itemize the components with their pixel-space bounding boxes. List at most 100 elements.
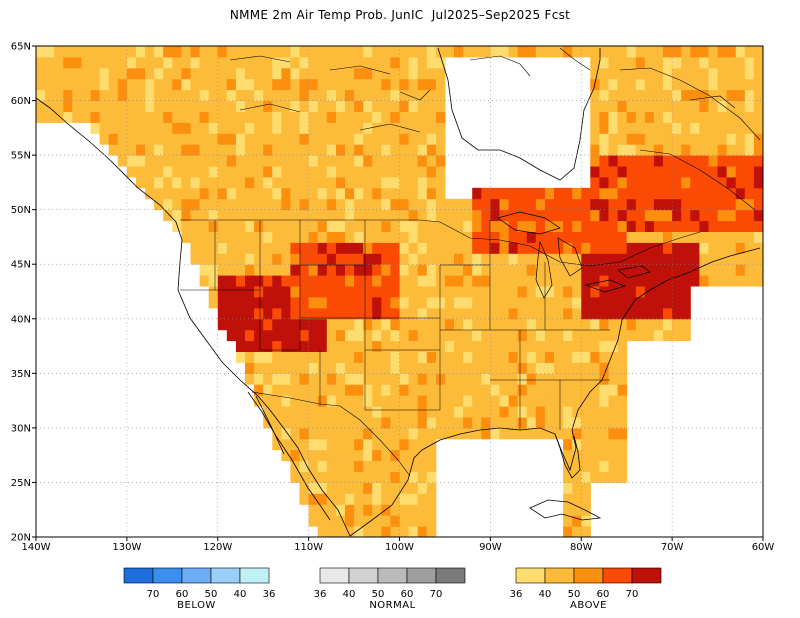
prob-cell (345, 155, 355, 167)
prob-cell (326, 449, 337, 462)
prob-cell (263, 166, 273, 178)
map-title: NMME 2m Air Temp Prob. JunIC Jul2025–Sep… (229, 8, 571, 22)
prob-cell (426, 155, 437, 167)
prob-cell (272, 89, 282, 101)
prob-cell (408, 340, 419, 352)
prob-cell (499, 220, 510, 232)
prob-cell (481, 264, 491, 276)
prob-cell (735, 275, 746, 287)
legend-swatch-above (515, 567, 546, 584)
prob-cell (381, 318, 391, 331)
prob-cell (372, 449, 382, 462)
prob-cell (508, 329, 519, 342)
prob-cell (381, 275, 391, 287)
prob-cell (581, 417, 591, 429)
legend-swatch-below (123, 567, 154, 584)
prob-cell (281, 46, 291, 58)
prob-cell (199, 264, 210, 276)
prob-cell (272, 100, 282, 112)
prob-cell (317, 253, 328, 265)
prob-cell (281, 438, 291, 451)
prob-cell (663, 100, 673, 112)
prob-cell (317, 307, 328, 320)
prob-cell (181, 56, 191, 69)
prob-cell (653, 111, 664, 123)
prob-cell (717, 155, 728, 167)
prob-cell (626, 56, 637, 69)
prob-cell (235, 111, 246, 123)
prob-cell (181, 78, 191, 91)
prob-cell (663, 78, 673, 91)
prob-cell (690, 100, 700, 112)
prob-cell (672, 329, 682, 342)
prob-cell (290, 395, 300, 407)
prob-cell (699, 264, 709, 276)
prob-cell (563, 253, 573, 265)
prob-cell (263, 89, 273, 101)
prob-cell (399, 417, 410, 429)
prob-cell (426, 209, 437, 222)
prob-cell (245, 133, 255, 145)
prob-cell (363, 56, 373, 69)
legend-swatch-below (181, 567, 212, 584)
prob-cell (299, 166, 310, 178)
prob-cell (308, 89, 319, 101)
lon-tick-label: 90W (479, 542, 502, 553)
prob-cell (744, 111, 755, 123)
prob-cell (254, 155, 264, 167)
prob-cell (363, 209, 373, 222)
prob-cell (481, 286, 491, 298)
prob-cell (717, 100, 728, 112)
prob-cell (181, 67, 191, 80)
prob-cell (554, 264, 564, 276)
prob-cell (354, 318, 364, 331)
prob-cell (554, 220, 564, 232)
prob-cell (408, 329, 419, 342)
prob-cell (372, 406, 382, 418)
prob-cell (454, 275, 464, 287)
prob-cell (345, 111, 355, 123)
prob-cell (390, 198, 400, 211)
prob-cell (699, 56, 709, 69)
prob-cell (354, 166, 364, 178)
prob-cell (744, 67, 755, 80)
prob-cell (590, 438, 600, 451)
prob-cell (526, 209, 537, 222)
prob-cell (390, 78, 400, 91)
prob-cell (235, 351, 246, 363)
prob-cell (299, 406, 310, 418)
prob-cell (226, 286, 237, 298)
prob-cell (753, 275, 764, 287)
prob-cell (99, 46, 110, 58)
prob-cell (308, 100, 319, 112)
prob-cell (490, 46, 500, 58)
prob-cell (426, 122, 437, 134)
prob-cell (217, 318, 228, 331)
prob-cell (335, 493, 346, 505)
prob-cell (663, 220, 673, 232)
prob-cell (681, 78, 691, 91)
prob-cell (535, 427, 546, 440)
prob-cell (290, 46, 300, 58)
prob-cell (408, 297, 419, 309)
prob-cell (408, 373, 419, 385)
prob-cell (444, 209, 455, 222)
prob-cell (381, 384, 391, 396)
prob-cell (326, 395, 337, 407)
prob-cell (299, 78, 310, 91)
prob-cell (490, 329, 500, 342)
prob-cell (163, 67, 173, 80)
prob-cell (126, 111, 137, 123)
prob-cell (317, 56, 328, 69)
prob-cell (653, 78, 664, 91)
prob-cell (281, 242, 291, 254)
prob-cell (399, 155, 410, 167)
prob-cell (381, 166, 391, 178)
prob-cell (290, 427, 300, 440)
prob-cell (317, 78, 328, 91)
prob-cell (435, 307, 446, 320)
prob-cell (426, 362, 437, 374)
prob-cell (208, 78, 219, 91)
prob-cell (345, 504, 355, 516)
prob-cell (699, 253, 709, 265)
